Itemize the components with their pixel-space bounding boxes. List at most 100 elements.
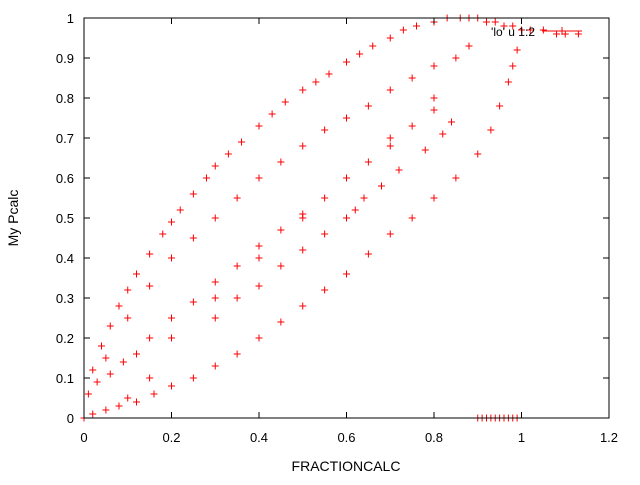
scatter-point (277, 158, 285, 166)
scatter-point (386, 142, 394, 150)
scatter-point (115, 402, 123, 410)
scatter-point (255, 334, 263, 342)
scatter-point (386, 34, 394, 42)
scatter-point (84, 390, 92, 398)
y-tick-label: 0.7 (56, 131, 74, 146)
scatter-point (89, 410, 97, 418)
scatter-point (430, 62, 438, 70)
scatter-point (146, 250, 154, 258)
scatter-point (364, 102, 372, 110)
scatter-point (299, 142, 307, 150)
scatter-point (168, 334, 175, 342)
scatter-point (539, 26, 547, 34)
scatter-point (146, 282, 154, 290)
scatter-point (211, 162, 219, 170)
scatter-point (211, 214, 219, 222)
scatter-point (211, 314, 219, 322)
scatter-point (299, 210, 307, 218)
scatter-point (430, 106, 438, 114)
scatter-point (518, 26, 525, 34)
scatter-point (395, 166, 403, 174)
scatter-point (299, 246, 307, 254)
scatter-point (233, 262, 241, 270)
scatter-point (299, 302, 307, 310)
scatter-point (369, 42, 377, 50)
scatter-point (439, 130, 447, 138)
scatter-point (150, 390, 158, 398)
scatter-point (378, 182, 385, 190)
scatter-point (321, 230, 329, 238)
scatter-point (133, 350, 140, 358)
scatter-point (281, 98, 289, 106)
scatter-point (211, 362, 219, 370)
scatter-point (146, 374, 154, 382)
scatter-point (119, 358, 127, 366)
x-tick-label: 0 (80, 430, 87, 445)
scatter-point (452, 174, 460, 182)
scatter-point (526, 26, 534, 34)
scatter-point (408, 214, 416, 222)
scatter-point (189, 374, 197, 382)
scatter-point (176, 206, 184, 214)
scatter-point (277, 226, 285, 234)
scatter-point (491, 18, 499, 26)
x-axis-ticks: 0 0.2 0.4 0.6 0.8 1 1.2 (80, 18, 618, 445)
scatter-point (430, 94, 438, 102)
scatter-point (168, 254, 175, 262)
scatter-point (133, 270, 140, 278)
scatter-point (124, 314, 132, 322)
scatter-point (343, 114, 350, 122)
y-tick-label: 0 (67, 411, 74, 426)
scatter-point (343, 214, 350, 222)
scatter-point (224, 150, 232, 158)
data-points (80, 14, 582, 422)
y-tick-label: 0.2 (56, 331, 74, 346)
scatter-point (299, 86, 307, 94)
y-tick-label: 0.5 (56, 211, 74, 226)
scatter-point (312, 78, 320, 86)
scatter-point (211, 294, 219, 302)
scatter-point (509, 62, 517, 70)
scatter-point (413, 22, 420, 30)
x-tick-label: 0.6 (337, 430, 355, 445)
scatter-point (255, 282, 263, 290)
x-tick-label: 0.2 (162, 430, 180, 445)
scatter-point (574, 30, 582, 38)
scatter-point (356, 50, 364, 58)
scatter-point (399, 26, 407, 34)
scatter-point (146, 334, 154, 342)
scatter-point (386, 86, 394, 94)
scatter-point (483, 18, 490, 26)
scatter-point (189, 298, 197, 306)
scatter-point (343, 174, 350, 182)
scatter-point (386, 230, 394, 238)
legend: 'lo' u 1:2 (491, 25, 582, 39)
scatter-point (102, 406, 110, 414)
x-tick-label: 1 (518, 430, 525, 445)
scatter-point (321, 194, 329, 202)
scatter-point (448, 118, 455, 126)
scatter-point (343, 270, 350, 278)
scatter-point (124, 394, 132, 402)
scatter-point (124, 286, 132, 294)
y-tick-label: 0.8 (56, 91, 74, 106)
scatter-point (89, 366, 97, 374)
scatter-point (487, 126, 495, 134)
scatter-point (343, 58, 350, 66)
y-tick-label: 0.6 (56, 171, 74, 186)
scatter-point (189, 190, 197, 198)
y-tick-label: 0.4 (56, 251, 74, 266)
scatter-point (561, 30, 569, 38)
scatter-point (386, 134, 394, 142)
scatter-point (496, 102, 504, 110)
y-axis-ticks: 0 0.1 0.2 0.3 0.4 0.5 0.6 0.7 0.8 0.9 1 (56, 11, 609, 426)
scatter-point (408, 74, 416, 82)
scatter-point (465, 42, 473, 50)
scatter-point (321, 126, 329, 134)
scatter-point (452, 54, 460, 62)
scatter-point (408, 122, 416, 130)
x-tick-label: 1.2 (600, 430, 618, 445)
scatter-point (360, 194, 368, 202)
y-tick-label: 0.3 (56, 291, 74, 306)
